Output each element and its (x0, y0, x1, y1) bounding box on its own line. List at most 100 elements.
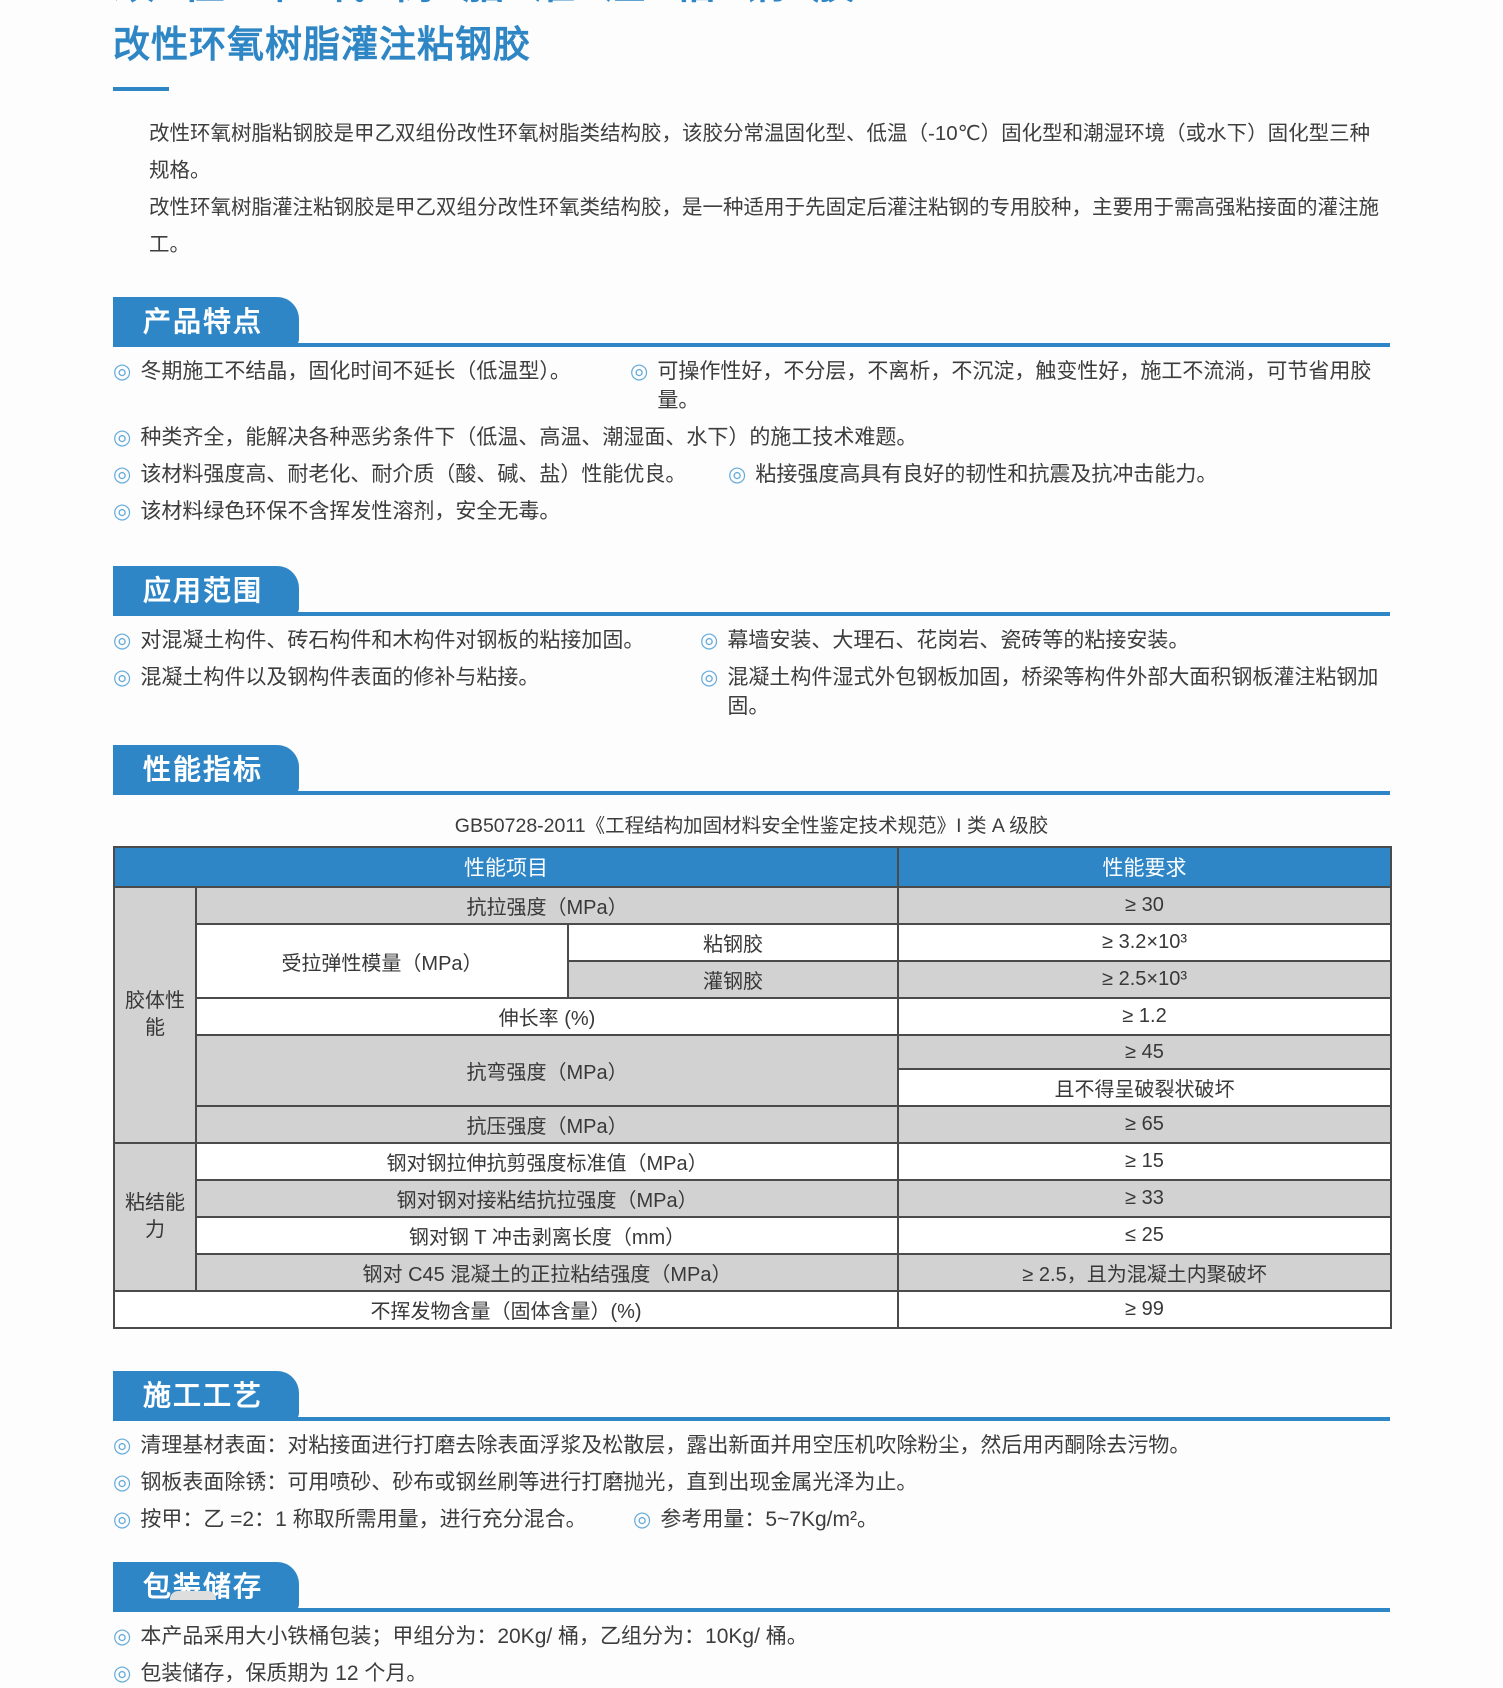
row-value: ≥ 65 (897, 1105, 1393, 1144)
bullet-icon: ◎ (113, 1508, 132, 1531)
section-rule (113, 1417, 1390, 1421)
section-rule (113, 791, 1390, 795)
row-label: 伸长率 (%) (194, 997, 900, 1036)
applications-list: ◎ 对混凝土构件、砖石构件和木构件对钢板的粘接加固。 ◎ 幕墙安装、大理石、花岗… (113, 626, 1390, 721)
bullet-icon: ◎ (113, 1471, 132, 1494)
row-value: ≥ 2.5，且为混凝土内聚破坏 (897, 1253, 1393, 1292)
row-label: 钢对钢 T 冲击剥离长度（mm） (194, 1216, 900, 1255)
row-value: ≥ 45 (897, 1034, 1393, 1070)
section-rule (113, 343, 1390, 347)
table-row: 抗弯强度（MPa） ≥ 45 (114, 1034, 1393, 1107)
process-list: ◎ 清理基材表面：对粘接面进行打磨去除表面浮浆及松散层，露出新面并用空压机吹除粉… (113, 1431, 1390, 1534)
section-heading-process: 施工工艺 (113, 1371, 300, 1421)
bullet-icon: ◎ (113, 629, 132, 652)
table-row: 粘结能力 钢对钢拉伸抗剪强度标准值（MPa） ≥ 15 (113, 1142, 1393, 1292)
title-underline (113, 87, 169, 91)
intro-line-1: 改性环氧树脂粘钢胶是甲乙双组份改性环氧树脂类结构胶，该胶分常温固化型、低温（-1… (149, 122, 1371, 182)
row-label: 钢对钢对接粘结抗拉强度（MPa） (194, 1179, 900, 1218)
feature-text: 该材料强度高、耐老化、耐介质（酸、碱、盐）性能优良。 (140, 463, 687, 486)
bullet-icon: ◎ (113, 1662, 132, 1685)
list-item: ◎ 种类齐全，能解决各种恶劣条件下（低温、高温、潮湿面、水下）的施工技术难题。 (113, 423, 1390, 452)
packaging-text: 包装储存，保质期为 12 个月。 (140, 1662, 428, 1685)
packaging-text: 本产品采用大小铁桶包装；甲组分为：20Kg/ 桶，乙组分为：10Kg/ 桶。 (140, 1625, 808, 1648)
row-value: ≥ 99 (897, 1290, 1393, 1329)
application-text: 对混凝土构件、砖石构件和木构件对钢板的粘接加固。 (140, 629, 645, 652)
application-text: 混凝土构件以及钢构件表面的修补与粘接。 (140, 666, 540, 689)
row-value: ≥ 33 (897, 1179, 1393, 1218)
row-label: 钢对 C45 混凝土的正拉粘结强度（MPa） (194, 1253, 900, 1292)
clipped-fragment-bottom (170, 1591, 216, 1600)
row-sublabel: 粘钢胶 (566, 923, 900, 962)
row-value: ≥ 30 (897, 886, 1393, 925)
list-item: ◎ 对混凝土构件、砖石构件和木构件对钢板的粘接加固。 ◎ 幕墙安装、大理石、花岗… (113, 626, 1390, 655)
features-list: ◎ 冬期施工不结晶，固化时间不延长（低温型）。 ◎ 可操作性好，不分层，不离析，… (113, 357, 1390, 526)
section-banner-packaging: 包装储存 (113, 1562, 1390, 1612)
packaging-list: ◎ 本产品采用大小铁桶包装；甲组分为：20Kg/ 桶，乙组分为：10Kg/ 桶。… (113, 1622, 1390, 1688)
table-row: 且不得呈破裂状破坏 (114, 1068, 1393, 1107)
row-value: ≤ 25 (897, 1216, 1393, 1255)
list-item: ◎ 该材料绿色环保不含挥发性溶剂，安全无毒。 (113, 497, 1390, 526)
group-label-glue: 胶体性能 (113, 886, 197, 1144)
feature-text: 冬期施工不结晶，固化时间不延长（低温型）。 (140, 360, 571, 383)
list-item: ◎ 该材料强度高、耐老化、耐介质（酸、碱、盐）性能优良。 ◎ 粘接强度高具有良好… (113, 460, 1390, 489)
process-text: 清理基材表面：对粘接面进行打磨去除表面浮浆及松散层，露出新面并用空压机吹除粉尘，… (140, 1434, 1191, 1457)
row-label: 抗拉强度（MPa） (194, 886, 900, 925)
bullet-icon: ◎ (113, 360, 132, 383)
feature-text: 种类齐全，能解决各种恶劣条件下（低温、高温、潮湿面、水下）的施工技术难题。 (140, 426, 918, 449)
intro-paragraph: 改性环氧树脂粘钢胶是甲乙双组份改性环氧树脂类结构胶，该胶分常温固化型、低温（-1… (113, 115, 1390, 263)
column-header-requirement: 性能要求 (897, 846, 1393, 888)
bullet-icon: ◎ (113, 463, 132, 486)
bullet-icon: ◎ (113, 1625, 132, 1648)
row-label: 抗压强度（MPa） (194, 1105, 900, 1144)
performance-table: 性能项目 性能要求 胶体性能 抗拉强度（MPa） ≥ 30 受拉弹性模量（MPa… (112, 846, 1393, 1329)
section-rule (113, 612, 1390, 616)
section-banner-process: 施工工艺 (113, 1371, 1390, 1421)
row-label: 不挥发物含量（固体含量）(%) (112, 1290, 900, 1329)
list-item: ◎ 本产品采用大小铁桶包装；甲组分为：20Kg/ 桶，乙组分为：10Kg/ 桶。 (113, 1622, 1390, 1651)
table-row: 灌钢胶 ≥ 2.5×10³ (114, 960, 1393, 999)
table-row: 不挥发物含量（固体含量）(%) ≥ 99 (112, 1290, 1393, 1329)
table-row: 伸长率 (%) ≥ 1.2 (114, 997, 1393, 1036)
row-value: 且不得呈破裂状破坏 (897, 1068, 1393, 1107)
bullet-icon: ◎ (728, 463, 747, 486)
feature-text: 该材料绿色环保不含挥发性溶剂，安全无毒。 (140, 500, 561, 523)
section-heading-performance: 性能指标 (113, 745, 300, 795)
row-label: 钢对钢拉伸抗剪强度标准值（MPa） (194, 1142, 900, 1181)
section-rule (113, 1608, 1390, 1612)
list-item: ◎ 钢板表面除锈：可用喷砂、砂布或钢丝刷等进行打磨抛光，直到出现金属光泽为止。 (113, 1468, 1390, 1497)
bullet-icon: ◎ (113, 426, 132, 449)
feature-text: 粘接强度高具有良好的韧性和抗震及抗冲击能力。 (755, 463, 1218, 486)
list-item: ◎ 按甲：乙 =2：1 称取所需用量，进行充分混合。 ◎ 参考用量：5~7Kg/… (113, 1505, 1390, 1534)
application-text: 幕墙安装、大理石、花岗岩、瓷砖等的粘接安装。 (727, 629, 1190, 652)
bullet-icon: ◎ (113, 666, 132, 689)
table-caption: GB50728-2011《工程结构加固材料安全性鉴定技术规范》I 类 A 级胶 (454, 815, 1049, 837)
table-row: 胶体性能 抗拉强度（MPa） ≥ 30 (113, 886, 1393, 1144)
group-label-bond: 粘结能力 (113, 1142, 197, 1292)
intro-line-2: 改性环氧树脂灌注粘钢胶是甲乙双组分改性环氧类结构胶，是一种适用于先固定后灌注粘钢… (149, 196, 1379, 256)
feature-text: 可操作性好，不分层，不离析，不沉淀，触变性好，施工不流淌，可节省用胶量。 (657, 360, 1372, 412)
row-value: ≥ 2.5×10³ (897, 960, 1393, 999)
row-value: ≥ 1.2 (897, 997, 1393, 1036)
table-row: 钢对钢 T 冲击剥离长度（mm） ≤ 25 (114, 1216, 1393, 1255)
table-row: 受拉弹性模量（MPa） 粘钢胶 ≥ 3.2×10³ (114, 923, 1393, 999)
list-item: ◎ 包装储存，保质期为 12 个月。 (113, 1659, 1390, 1688)
process-text: 按甲：乙 =2：1 称取所需用量，进行充分混合。 (140, 1508, 587, 1531)
section-banner-performance: 性能指标 (113, 745, 1390, 795)
datasheet-page: 改性环氧树脂灌注粘钢胶 改性环氧树脂粘钢胶是甲乙双组份改性环氧树脂类结构胶，该胶… (0, 9, 1503, 1688)
column-header-item: 性能项目 (112, 846, 900, 888)
table-row: 钢对 C45 混凝土的正拉粘结强度（MPa） ≥ 2.5，且为混凝土内聚破坏 (114, 1253, 1393, 1292)
bullet-icon: ◎ (700, 629, 719, 652)
bullet-icon: ◎ (113, 500, 132, 523)
section-heading-packaging: 包装储存 (113, 1562, 300, 1612)
bullet-icon: ◎ (630, 360, 649, 383)
process-text: 参考用量：5~7Kg/m²。 (660, 1508, 878, 1531)
table-row: 钢对钢对接粘结抗拉强度（MPa） ≥ 33 (114, 1179, 1393, 1218)
list-item: ◎ 混凝土构件以及钢构件表面的修补与粘接。 ◎ 混凝土构件湿式外包钢板加固，桥梁… (113, 663, 1390, 721)
section-heading-applications: 应用范围 (113, 566, 300, 616)
bullet-icon: ◎ (633, 1508, 652, 1531)
page-title: 改性环氧树脂灌注粘钢胶 (113, 24, 531, 65)
list-item: ◎ 冬期施工不结晶，固化时间不延长（低温型）。 ◎ 可操作性好，不分层，不离析，… (113, 357, 1390, 415)
clipped-text-fragment-top: 改性环氧树脂灌注粘钢胶 (0, 0, 1503, 9)
table-header-row: 性能项目 性能要求 (112, 846, 1393, 888)
list-item: ◎ 清理基材表面：对粘接面进行打磨去除表面浮浆及松散层，露出新面并用空压机吹除粉… (113, 1431, 1390, 1460)
